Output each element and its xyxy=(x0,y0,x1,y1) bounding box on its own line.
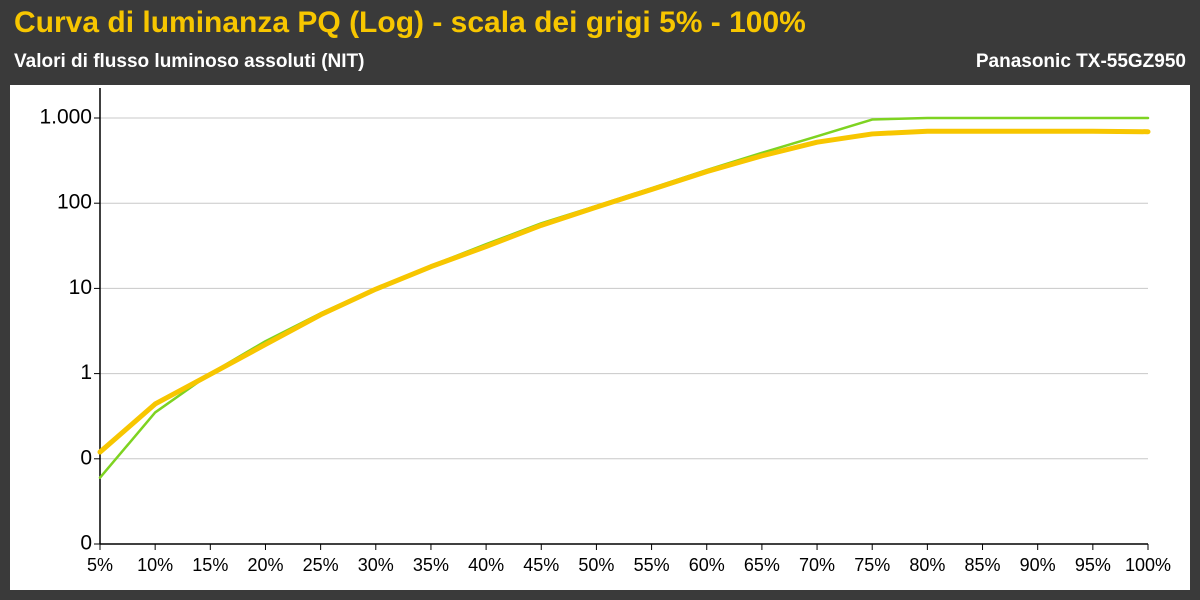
x-tick-label: 60% xyxy=(689,555,725,575)
x-tick-label: 5% xyxy=(87,555,113,575)
x-tick-label: 25% xyxy=(303,555,339,575)
x-tick-label: 55% xyxy=(634,555,670,575)
x-tick-label: 80% xyxy=(909,555,945,575)
y-tick-label: 100 xyxy=(57,191,92,214)
x-tick-label: 70% xyxy=(799,555,835,575)
x-tick-label: 40% xyxy=(468,555,504,575)
plot-panel xyxy=(10,85,1190,590)
x-tick-label: 20% xyxy=(247,555,283,575)
x-tick-label: 90% xyxy=(1020,555,1056,575)
y-tick-label: 1 xyxy=(80,361,92,384)
y-tick-label: 0 xyxy=(80,532,92,555)
x-tick-label: 50% xyxy=(578,555,614,575)
series-line xyxy=(97,128,1151,455)
y-tick-label: 10 xyxy=(69,276,92,299)
chart-subtitle: Valori di flusso luminoso assoluti (NIT) xyxy=(14,51,364,72)
x-tick-label: 45% xyxy=(523,555,559,575)
y-tick-label: 1.000 xyxy=(39,106,92,129)
model-name: Panasonic TX-55GZ950 xyxy=(976,51,1186,72)
x-tick-label: 85% xyxy=(965,555,1001,575)
chart-title: Curva di luminanza PQ (Log) - scala dei … xyxy=(14,6,806,39)
x-tick-label: 100% xyxy=(1125,555,1171,575)
x-tick-label: 10% xyxy=(137,555,173,575)
x-tick-label: 75% xyxy=(854,555,890,575)
y-tick-label: 0 xyxy=(80,446,92,469)
x-tick-label: 35% xyxy=(413,555,449,575)
x-tick-label: 95% xyxy=(1075,555,1111,575)
x-tick-label: 30% xyxy=(358,555,394,575)
x-tick-label: 65% xyxy=(744,555,780,575)
x-tick-label: 15% xyxy=(192,555,228,575)
